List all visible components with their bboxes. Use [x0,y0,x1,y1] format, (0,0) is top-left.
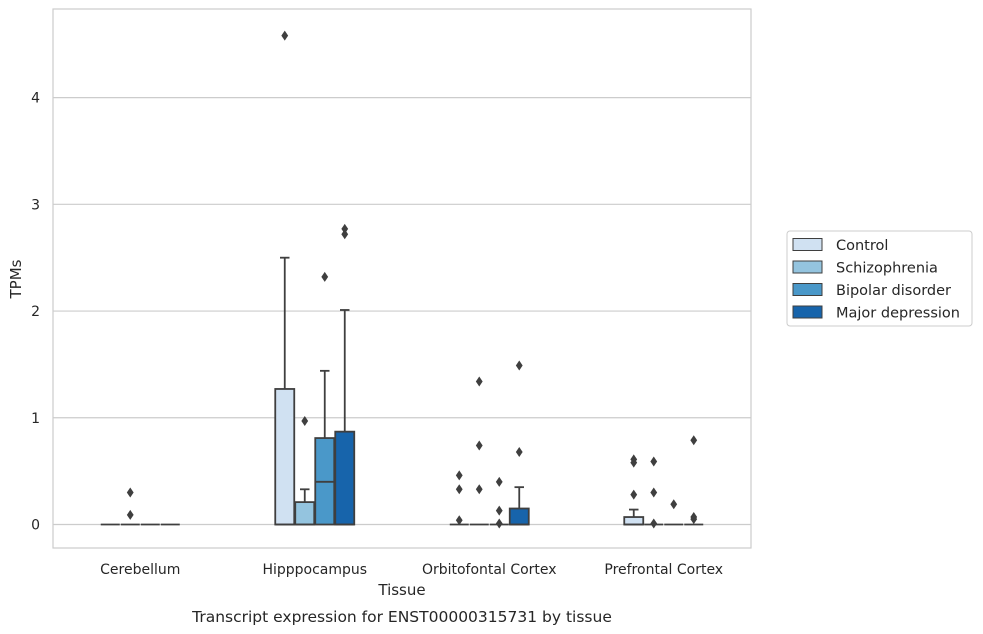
outlier-point [495,518,503,529]
outlier-point [341,223,349,234]
box-element [664,499,684,526]
y-tick-label: 4 [31,91,40,107]
x-tick-label: Hipppocampus [262,562,367,578]
y-tick-label: 2 [31,304,40,320]
outlier-point [630,489,638,500]
outlier-point [670,499,678,510]
outlier-point [281,30,289,41]
outlier-point [515,360,523,371]
box-body [623,516,645,526]
legend-item: Schizophrenia [792,260,938,277]
legend: Control Schizophrenia Bipolar disorder Majo… [786,230,973,327]
box-body [508,507,530,526]
legend-swatch [792,260,823,274]
outlier-point [455,515,463,526]
outlier-point [321,271,329,282]
legend-label: Control [836,238,888,254]
outlier-point [650,456,658,467]
box-element [274,256,296,526]
x-tick-label: Cerebellum [100,562,180,578]
box-element [334,223,356,526]
outlier-point [475,440,483,451]
chart-caption: Transcript expression for ENST0000031573… [191,608,612,626]
x-axis-label: Tissue [377,581,425,599]
outlier-point [515,446,523,457]
outlier-point [475,484,483,495]
box-element [684,435,704,526]
outlier-point [301,415,309,426]
outlier-point [455,484,463,495]
legend-label: Bipolar disorder [836,283,951,299]
legend-frame [786,230,973,327]
legend-label: Major depression [836,306,960,322]
outlier-point [126,487,134,498]
legend-swatch [792,238,823,251]
legend-swatch [792,283,823,296]
plot-frame [52,8,752,549]
box-body [294,501,316,526]
outlier-point [126,509,134,520]
outlier-point [495,505,503,516]
box-element [449,470,469,526]
x-tick-labels: Cerebellum Hipppocampus Orbitofontal Corte… [100,562,723,578]
x-tick-label: Orbitofontal Cortex [422,562,557,578]
outlier-point [650,518,658,529]
box-element [120,487,140,526]
outlier-point [650,487,658,498]
legend-item: Major depression [792,305,960,322]
y-tick-labels: 0 1 2 3 4 [31,91,40,534]
box-element [623,454,645,526]
outlier-point [690,435,698,446]
y-tick-label: 3 [31,197,40,213]
box-element [644,456,664,529]
outlier-point [690,514,698,525]
y-tick-label: 0 [31,518,40,534]
outlier-point [495,476,503,487]
box-element [314,271,336,526]
box-element [469,376,489,526]
legend-swatch [792,305,823,319]
box-body [334,430,356,526]
outlier-point [341,229,349,240]
outlier-point [630,457,638,468]
gridlines [53,96,751,526]
y-axis-label: TPMs [7,259,25,299]
outlier-point [455,470,463,481]
box-element [508,360,530,526]
x-tick-label: Prefrontal Cortex [604,562,723,578]
y-tick-label: 1 [31,411,40,427]
boxes-layer [100,30,704,529]
outlier-point [475,376,483,387]
box-element [489,476,509,529]
legend-item: Control [792,238,888,254]
legend-label: Schizophrenia [836,261,938,277]
box-element [294,415,316,526]
box-body [274,388,296,526]
legend-item: Bipolar disorder [792,283,951,299]
